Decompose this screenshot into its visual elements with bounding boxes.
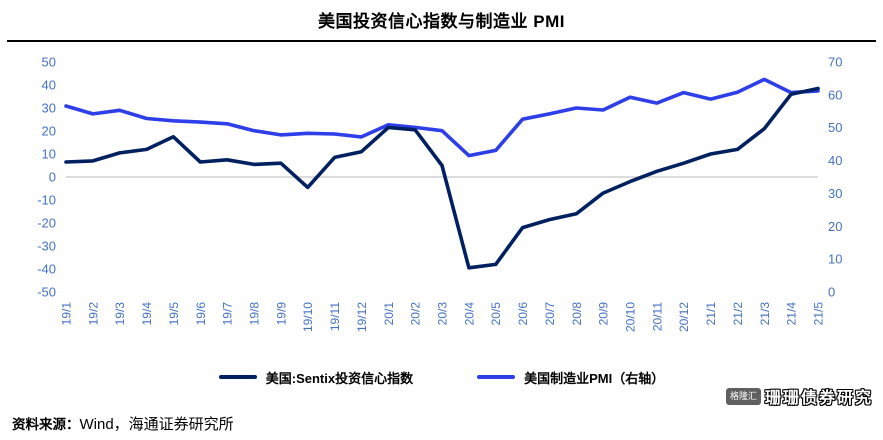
- svg-text:20/6: 20/6: [516, 302, 530, 326]
- pmi-line-swatch: [477, 374, 516, 380]
- svg-text:19/5: 19/5: [167, 302, 181, 326]
- svg-text:10: 10: [828, 252, 842, 267]
- svg-text:21/2: 21/2: [731, 302, 745, 326]
- svg-text:-50: -50: [37, 285, 56, 300]
- svg-text:20/4: 20/4: [462, 302, 476, 326]
- svg-text:50: 50: [42, 55, 56, 70]
- source-label: 资料来源：: [12, 417, 80, 432]
- svg-text:-10: -10: [37, 193, 56, 208]
- sentix-line-swatch: [218, 374, 257, 380]
- svg-text:19/9: 19/9: [274, 302, 288, 326]
- svg-text:21/4: 21/4: [785, 302, 799, 326]
- svg-text:20: 20: [42, 124, 56, 139]
- svg-text:19/4: 19/4: [140, 302, 154, 326]
- legend: 美国:Sentix投资信心指数 美国制造业PMI（右轴）: [0, 364, 883, 390]
- svg-text:21/1: 21/1: [704, 302, 718, 326]
- source-text: Wind，海通证券研究所: [79, 416, 234, 433]
- svg-text:-30: -30: [37, 239, 56, 254]
- legend-item-sentix: 美国:Sentix投资信心指数: [218, 368, 414, 387]
- svg-text:21/3: 21/3: [758, 302, 772, 326]
- svg-text:30: 30: [42, 101, 56, 116]
- svg-text:40: 40: [828, 153, 842, 168]
- svg-text:70: 70: [828, 55, 842, 70]
- svg-text:20/3: 20/3: [436, 302, 450, 326]
- svg-text:19/6: 19/6: [194, 302, 208, 326]
- watermark: 格隆汇 珊珊债券研究: [725, 384, 873, 408]
- svg-text:20/12: 20/12: [677, 302, 691, 332]
- svg-text:0: 0: [49, 170, 56, 185]
- svg-text:19/8: 19/8: [248, 302, 262, 326]
- line-chart: 50 40 30 20 10 0 -10 -20 -30 -40 -50 70 60 50 40 30 20 10…: [37, 55, 842, 333]
- svg-text:20/1: 20/1: [382, 302, 396, 326]
- svg-text:20/2: 20/2: [409, 302, 423, 326]
- gelonghui-logo-icon: 格隆汇: [725, 387, 761, 405]
- svg-text:19/1: 19/1: [60, 302, 74, 326]
- legend-item-pmi: 美国制造业PMI（右轴）: [477, 368, 664, 387]
- svg-text:60: 60: [828, 87, 842, 102]
- svg-text:20/8: 20/8: [570, 302, 584, 326]
- svg-text:19/12: 19/12: [355, 302, 369, 332]
- svg-text:-40: -40: [37, 262, 56, 277]
- source-note: 资料来源：Wind，海通证券研究所: [12, 413, 234, 434]
- svg-text:20/7: 20/7: [543, 302, 557, 326]
- watermark-text: 珊珊债券研究: [764, 390, 873, 407]
- pmi-legend-label: 美国制造业PMI（右轴）: [524, 370, 665, 386]
- svg-text:0: 0: [828, 285, 835, 300]
- svg-text:10: 10: [42, 147, 56, 162]
- svg-text:20/11: 20/11: [650, 302, 664, 331]
- footer: 资料来源：Wind，海通证券研究所 格隆汇 珊珊债券研究: [0, 387, 883, 440]
- svg-text:20: 20: [828, 219, 842, 234]
- svg-text:19/11: 19/11: [328, 302, 342, 331]
- svg-text:19/2: 19/2: [86, 302, 100, 326]
- svg-text:19/7: 19/7: [221, 302, 235, 326]
- svg-text:20/5: 20/5: [489, 302, 503, 326]
- svg-text:40: 40: [42, 78, 56, 93]
- svg-text:20/9: 20/9: [597, 302, 611, 326]
- svg-text:20/10: 20/10: [624, 302, 638, 332]
- svg-text:19/3: 19/3: [113, 302, 127, 326]
- svg-text:50: 50: [828, 120, 842, 135]
- sentix-legend-label: 美国:Sentix投资信心指数: [265, 370, 414, 386]
- svg-text:19/10: 19/10: [301, 302, 315, 332]
- svg-text:30: 30: [828, 186, 842, 201]
- svg-text:-20: -20: [37, 216, 56, 231]
- svg-text:21/5: 21/5: [812, 302, 826, 326]
- page-title: 美国投资信心指数与制造业 PMI: [7, 0, 876, 42]
